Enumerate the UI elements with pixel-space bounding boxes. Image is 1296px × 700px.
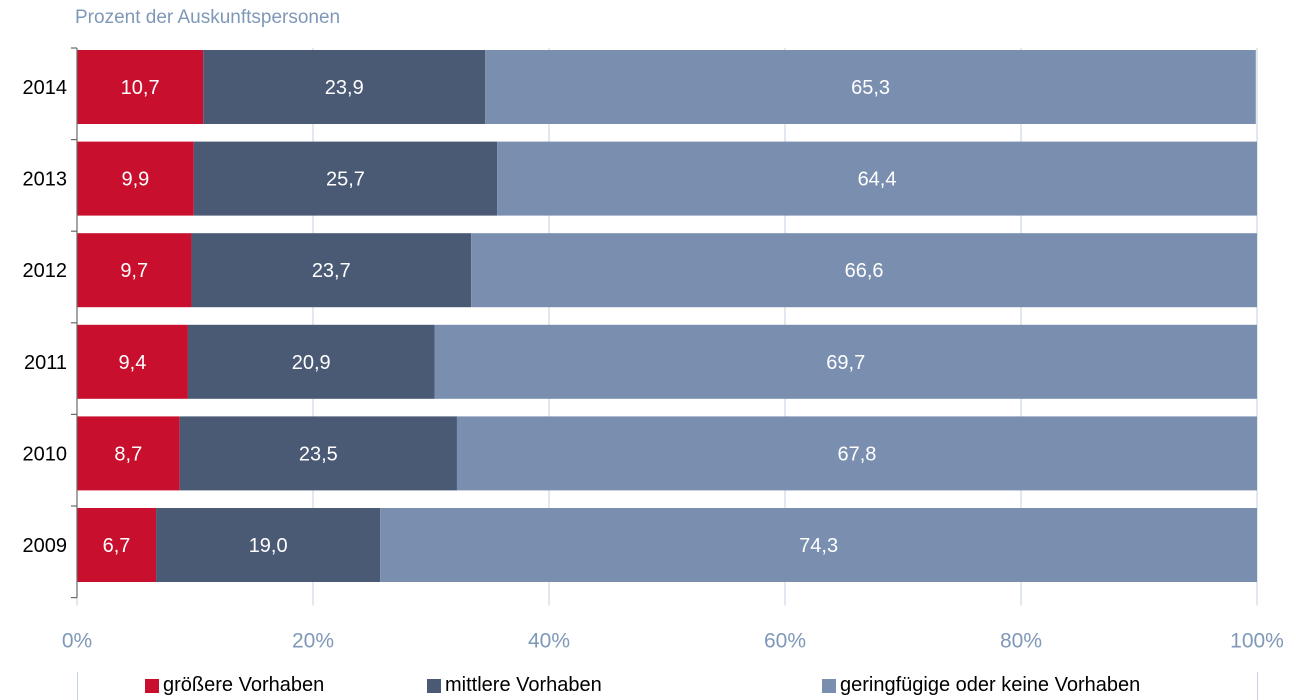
data-label: 69,7 bbox=[826, 352, 865, 374]
legend-item: geringfügige oder keine Vorhaben bbox=[822, 674, 1140, 697]
data-label: 66,6 bbox=[845, 260, 884, 282]
data-label: 25,7 bbox=[326, 169, 365, 191]
data-label: 9,9 bbox=[122, 169, 150, 191]
bar-segment bbox=[77, 324, 188, 399]
data-label: 9,7 bbox=[120, 260, 148, 282]
data-label: 10,7 bbox=[121, 77, 160, 99]
bar-segment bbox=[77, 50, 204, 124]
bar-segment bbox=[203, 50, 486, 124]
bar-segment bbox=[77, 416, 180, 491]
category-label: 2010 bbox=[23, 443, 68, 465]
x-tick-label: 40% bbox=[528, 630, 570, 653]
bar-segment bbox=[380, 508, 1257, 582]
data-label: 20,9 bbox=[292, 352, 331, 374]
data-label: 6,7 bbox=[103, 535, 131, 557]
bar-segment bbox=[497, 141, 1258, 216]
bar-segment bbox=[77, 233, 192, 308]
data-label: 67,8 bbox=[838, 443, 877, 465]
data-label: 23,7 bbox=[312, 260, 351, 282]
legend: größere Vorhaben mittlere Vorhaben geringf… bbox=[0, 672, 1296, 700]
bar-segment bbox=[456, 416, 1258, 491]
data-label: 8,7 bbox=[114, 443, 142, 465]
bar-segment bbox=[187, 324, 435, 399]
legend-swatch bbox=[427, 678, 441, 693]
data-label: 19,0 bbox=[249, 535, 288, 557]
category-label: 2012 bbox=[23, 260, 68, 282]
x-tick-label: 80% bbox=[1000, 630, 1042, 653]
data-label: 74,3 bbox=[799, 535, 838, 557]
legend-label: mittlere Vorhaben bbox=[445, 674, 602, 696]
bar-segment bbox=[191, 233, 472, 308]
legend-item: mittlere Vorhaben bbox=[427, 674, 602, 697]
legend-divider bbox=[77, 672, 78, 700]
data-label: 65,3 bbox=[851, 77, 890, 99]
legend-swatch bbox=[822, 678, 836, 693]
category-label: 2009 bbox=[23, 535, 68, 557]
x-tick-label: 60% bbox=[764, 630, 806, 653]
x-tick-label: 0% bbox=[62, 630, 92, 653]
bar-segment bbox=[434, 324, 1257, 399]
x-tick-label: 20% bbox=[292, 630, 334, 653]
bar-segment bbox=[77, 508, 157, 582]
category-label: 2014 bbox=[23, 77, 68, 99]
category-label: 2013 bbox=[23, 169, 68, 191]
category-label: 2011 bbox=[24, 352, 67, 374]
data-label: 64,4 bbox=[858, 169, 897, 191]
bar-segment bbox=[485, 50, 1256, 124]
legend-divider bbox=[1257, 672, 1258, 700]
data-label: 9,4 bbox=[119, 352, 147, 374]
bar-segment bbox=[193, 141, 498, 216]
legend-swatch bbox=[145, 678, 159, 693]
legend-label: größere Vorhaben bbox=[163, 674, 325, 696]
y-axis-title: Prozent der Auskunftspersonen bbox=[75, 7, 341, 28]
x-tick-label: 100% bbox=[1230, 630, 1284, 653]
bar-segment bbox=[179, 416, 457, 491]
data-label: 23,9 bbox=[325, 77, 364, 99]
legend-label: geringfügige oder keine Vorhaben bbox=[840, 674, 1141, 696]
data-label: 23,5 bbox=[299, 443, 338, 465]
legend-item: größere Vorhaben bbox=[145, 674, 324, 697]
bar-segment bbox=[156, 508, 381, 582]
bar-segment bbox=[77, 141, 194, 216]
stacked-bar-chart: 10,7 23,9 65,3 2014 9,9 25,7 64,4 2013 9,7 23,7 66… bbox=[23, 47, 1284, 653]
bar-segment bbox=[471, 233, 1257, 308]
